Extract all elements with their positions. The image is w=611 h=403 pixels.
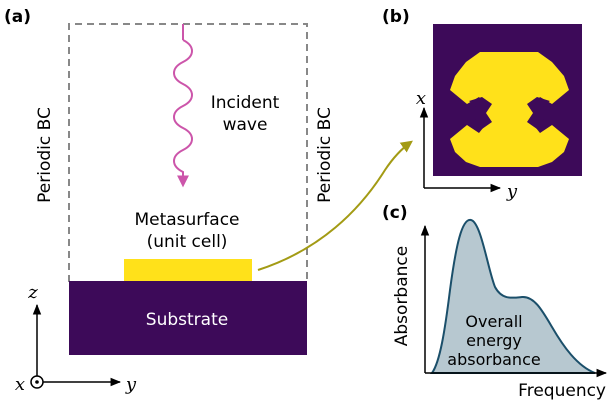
panel-a-label: (a) xyxy=(4,7,31,27)
substrate-label: Substrate xyxy=(146,310,228,330)
c-ylabel: Absorbance xyxy=(392,246,412,346)
pattern-notch-right xyxy=(527,97,550,129)
b-axis-y-label: y xyxy=(506,181,518,202)
absorbance-curve xyxy=(430,218,596,374)
axis-x-label: x xyxy=(15,374,25,395)
incident-label-line1: Incident xyxy=(211,93,280,113)
panel-b-label: (b) xyxy=(382,7,410,27)
metasurface-cell xyxy=(124,259,252,281)
incident-label-line2: wave xyxy=(223,115,268,135)
link-arrow xyxy=(257,140,413,271)
substrate-block xyxy=(69,281,307,355)
annotation-line3: absorbance xyxy=(447,350,540,369)
b-axis-x-label: x xyxy=(416,88,426,109)
pattern-notch-left xyxy=(469,97,492,129)
incident-wave xyxy=(173,39,193,188)
panel-c-label: (c) xyxy=(382,203,408,223)
annotation-line2: energy xyxy=(466,331,522,350)
unit-cell-pattern xyxy=(450,52,569,167)
metasurface-label-line2: (unit cell) xyxy=(147,232,228,252)
axis-z-label: z xyxy=(27,282,38,303)
left-bc-label: Periodic BC xyxy=(35,107,55,203)
axis-y-label: y xyxy=(125,374,137,395)
right-bc-label: Periodic BC xyxy=(315,107,335,203)
boundary-box xyxy=(68,23,308,282)
metasurface-label-line1: Metasurface xyxy=(134,210,239,230)
x-axis-dot-icon xyxy=(35,380,39,384)
annotation-line1: Overall xyxy=(465,312,522,331)
c-xlabel: Frequency xyxy=(518,381,606,401)
